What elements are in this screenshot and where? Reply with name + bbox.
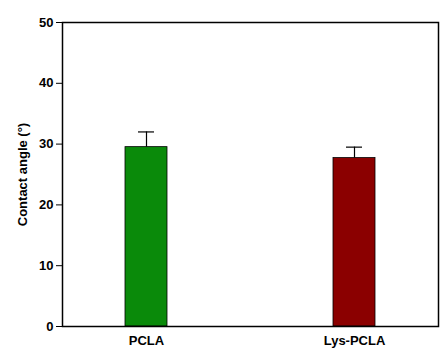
svg-text:Contact angle (°): Contact angle (°) xyxy=(15,123,30,226)
svg-text:40: 40 xyxy=(39,75,53,90)
svg-text:20: 20 xyxy=(39,197,53,212)
svg-text:PCLA: PCLA xyxy=(129,333,165,348)
svg-text:50: 50 xyxy=(39,15,53,30)
svg-text:Lys-PCLA: Lys-PCLA xyxy=(324,333,386,348)
svg-text:0: 0 xyxy=(46,319,53,334)
svg-text:30: 30 xyxy=(39,136,53,151)
svg-text:10: 10 xyxy=(39,258,53,273)
